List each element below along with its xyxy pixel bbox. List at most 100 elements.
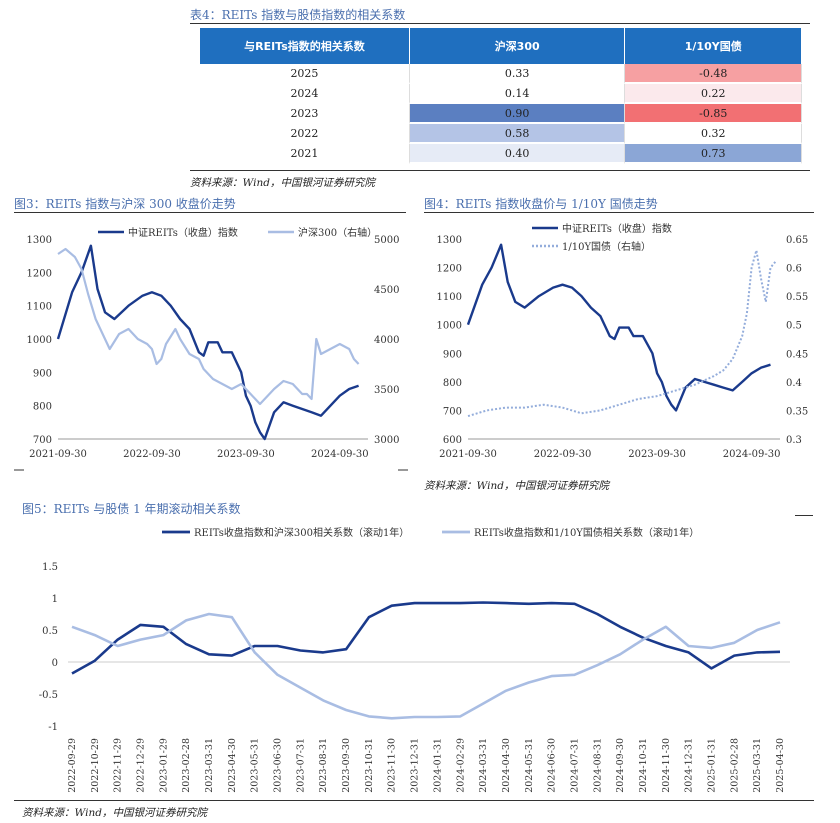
fig5-chart: -1 -0.5 0 0.5 1 1.5 2022-09-29 2022-10-29 2022-1… — [39, 526, 790, 793]
table-cell-year: 2021 — [200, 144, 410, 164]
x-tick-label: 2025-03-31 — [752, 738, 763, 793]
fig4-title: 图4：REITs 指数收盘价与 1/10Y 国债走势 — [424, 197, 658, 211]
x-tick-label: 2023-10-31 — [364, 738, 375, 793]
table-cell-hs300: 0.58 — [409, 124, 626, 144]
series-line-1 — [466, 243, 771, 412]
x-tick-label: 2022-09-30 — [534, 449, 592, 460]
y-tick-label: -0.5 — [39, 690, 58, 701]
y-tick-label: 900 — [33, 368, 52, 379]
y2-tick-label: 0.35 — [786, 406, 808, 417]
x-tick-label: 2023-02-28 — [181, 738, 192, 793]
table-header-row: 与REITs指数的相关系数 沪深300 1/10Y国债 — [200, 28, 802, 64]
fig3-title: 图3：REITs 指数与沪深 300 收盘价走势 — [14, 197, 236, 211]
table-cell-year: 2025 — [200, 64, 410, 84]
table-top-rule — [190, 23, 810, 24]
series-line-1 — [56, 244, 359, 441]
x-tick-label: 2022-11-29 — [113, 738, 124, 793]
x-tick-label: 2021-09-30 — [29, 449, 87, 460]
fig4-chart: 600 700 800 900 1000 1100 1200 1300 0.3 0.35 0.4 0.… — [437, 222, 809, 460]
x-tick-label: 2024-03-31 — [478, 738, 489, 793]
x-tick-label: 2024-09-30 — [723, 449, 781, 460]
x-tick-label: 2022-09-30 — [123, 449, 181, 460]
x-tick-label: 2024-02-29 — [455, 738, 466, 793]
legend-label-2: REITs收盘指数和1/10Y国债相关系数（滚动1年） — [474, 526, 699, 539]
table-header-hs300: 沪深300 — [409, 28, 626, 64]
x-tick-label: 2023-11-30 — [387, 738, 398, 793]
x-tick-label: 2024-12-31 — [684, 738, 695, 793]
table-cell-hs300: 0.90 — [409, 104, 626, 124]
legend-label-2: 沪深300（右轴） — [298, 226, 377, 239]
table-source: 资料来源：Wind，中国银河证券研究院 — [190, 177, 375, 189]
y2-tick-label: 3500 — [374, 385, 399, 396]
x-tick-label: 2021-09-30 — [439, 449, 497, 460]
y2-tick-label: 0.5 — [786, 321, 802, 332]
y-tick-label: 1200 — [437, 264, 462, 275]
x-tick-label: 2023-06-30 — [273, 738, 284, 793]
x-tick-label: 2022-09-29 — [67, 738, 78, 793]
table-row: 2024 0.14 0.22 — [200, 84, 802, 104]
y-tick-label: 1200 — [27, 268, 52, 279]
x-tick-label: 2024-09-30 — [615, 738, 626, 793]
legend-label-1: REITs收盘指数和沪深300相关系数（滚动1年） — [194, 526, 409, 539]
table-cell-bond: 0.22 — [625, 84, 802, 104]
table-title: 表4：REITs 指数与股债指数的相关系数 — [190, 8, 406, 22]
legend-label-1: 中证REITs（收盘）指数 — [562, 222, 672, 235]
correlation-table: 与REITs指数的相关系数 沪深300 1/10Y国债 2025 0.33 -0.4… — [200, 28, 802, 164]
table-cell-bond: 0.32 — [625, 124, 802, 144]
legend-label-2: 1/10Y国债（右轴） — [562, 240, 651, 253]
fig5-top-rule — [795, 515, 813, 516]
fig3-chart: 700 800 900 1000 1100 1200 1300 3000 3500 4000 450… — [14, 226, 408, 471]
y-tick-label: 1100 — [27, 302, 52, 313]
table-row: 2021 0.40 0.73 — [200, 144, 802, 164]
y2-tick-label: 0.3 — [786, 435, 802, 446]
x-tick-label: 2025-04-30 — [775, 738, 786, 793]
y-tick-label: 1000 — [27, 335, 52, 346]
y2-tick-label: 5000 — [374, 235, 399, 246]
table-row: 2025 0.33 -0.48 — [200, 64, 802, 84]
table-cell-hs300: 0.14 — [409, 84, 626, 104]
table-cell-hs300: 0.33 — [409, 64, 626, 84]
table-cell-bond: -0.85 — [625, 104, 802, 124]
y-tick-label: 900 — [443, 349, 462, 360]
y-tick-label: 1300 — [27, 235, 52, 246]
y2-tick-label: 4500 — [374, 285, 399, 296]
table-bottom-rule — [190, 170, 810, 171]
series-line-2 — [71, 612, 781, 720]
x-tick-label: 2025-02-28 — [729, 738, 740, 793]
y2-tick-label: 3000 — [374, 435, 399, 446]
x-tick-label: 2023-09-30 — [217, 449, 275, 460]
series-line-1 — [71, 601, 781, 675]
x-tick-label: 2024-04-30 — [501, 738, 512, 793]
y-tick-label: 1 — [52, 594, 58, 605]
table-cell-year: 2023 — [200, 104, 410, 124]
y2-tick-label: 4000 — [374, 335, 399, 346]
fig5-bottom-rule — [14, 800, 814, 801]
y2-tick-label: 0.45 — [786, 349, 808, 360]
table-cell-bond: -0.48 — [625, 64, 802, 84]
fig5-title: 图5：REITs 与股债 1 年期滚动相关系数 — [22, 502, 241, 516]
table-cell-year: 2022 — [200, 124, 410, 144]
y-tick-label: 1000 — [437, 321, 462, 332]
y-tick-label: 800 — [443, 378, 462, 389]
x-tick-label: 2025-01-31 — [706, 738, 717, 793]
y2-tick-label: 0.65 — [786, 235, 808, 246]
y-tick-label: -1 — [48, 722, 58, 733]
y-tick-label: 700 — [443, 406, 462, 417]
x-tick-label: 2022-10-29 — [90, 738, 101, 793]
x-tick-label: 2023-01-29 — [158, 738, 169, 793]
fig4-top-rule — [424, 212, 814, 213]
table-header-bond: 1/10Y国债 — [625, 28, 802, 64]
x-tick-label: 2024-06-30 — [547, 738, 558, 793]
x-tick-label: 2024-05-31 — [524, 738, 535, 793]
x-tick-label: 2023-03-31 — [204, 738, 215, 793]
table-header-metric: 与REITs指数的相关系数 — [200, 28, 410, 64]
table-row: 2023 0.90 -0.85 — [200, 104, 802, 124]
y-tick-label: 1100 — [437, 292, 462, 303]
x-tick-label: 2022-12-29 — [136, 738, 147, 793]
y-tick-label: 1300 — [437, 235, 462, 246]
y-tick-label: 600 — [443, 435, 462, 446]
series-line-2 — [57, 247, 360, 406]
x-tick-label: 2024-08-31 — [592, 738, 603, 793]
y-tick-label: 0.5 — [42, 626, 58, 637]
y-tick-label: 1.5 — [42, 562, 58, 573]
